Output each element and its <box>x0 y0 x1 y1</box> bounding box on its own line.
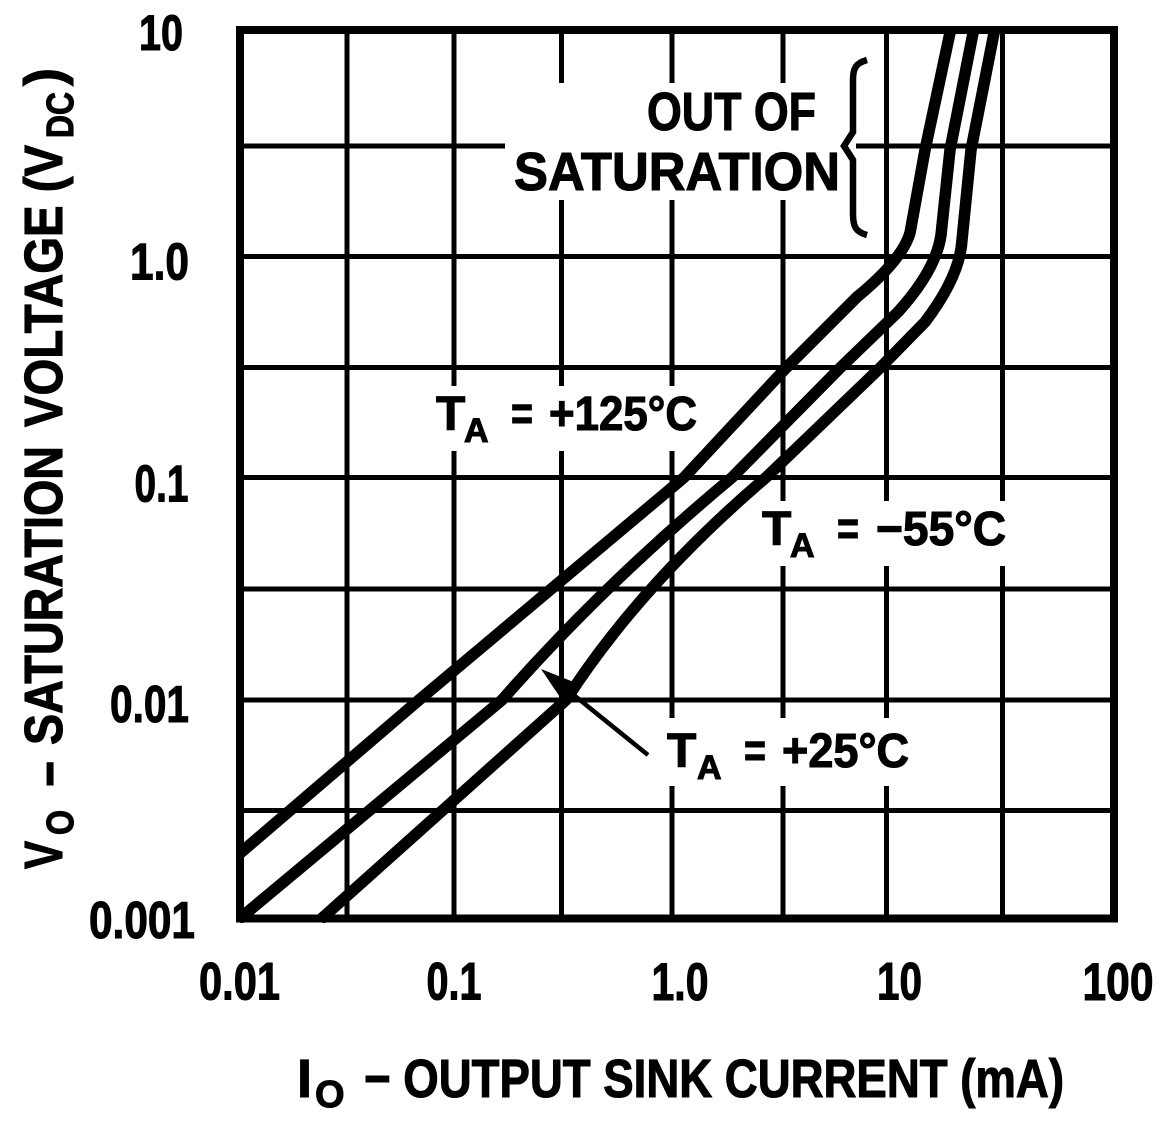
svg-text:): ) <box>14 68 74 86</box>
svg-text:T: T <box>762 503 791 556</box>
svg-text:=: = <box>744 725 766 778</box>
svg-text:0.1: 0.1 <box>135 456 189 514</box>
svg-text:O: O <box>315 1074 345 1116</box>
svg-text:− OUTPUT SINK CURRENT (mA): − OUTPUT SINK CURRENT (mA) <box>364 1049 1064 1109</box>
svg-text:1.0: 1.0 <box>652 953 709 1012</box>
svg-text:+125°C: +125°C <box>549 388 697 441</box>
svg-text:O: O <box>40 810 82 835</box>
svg-text:0.001: 0.001 <box>89 892 195 950</box>
svg-text:1.0: 1.0 <box>130 234 189 292</box>
svg-text:−55°C: −55°C <box>876 503 1006 556</box>
svg-text:=: = <box>511 388 533 441</box>
svg-text:0.01: 0.01 <box>110 676 189 734</box>
svg-text:=: = <box>837 503 859 556</box>
svg-text:0.1: 0.1 <box>427 953 482 1012</box>
svg-text:A: A <box>790 527 815 565</box>
svg-text:SATURATION: SATURATION <box>14 446 74 745</box>
svg-text:0.01: 0.01 <box>199 953 280 1012</box>
svg-text:+25°C: +25°C <box>782 725 909 778</box>
svg-text:100: 100 <box>1083 953 1154 1012</box>
svg-text:SATURATION: SATURATION <box>514 142 840 202</box>
svg-text:10: 10 <box>139 5 183 61</box>
svg-text:V: V <box>14 841 74 869</box>
svg-text:I: I <box>297 1049 312 1109</box>
svg-text:T: T <box>436 388 465 441</box>
svg-text:A: A <box>464 412 489 450</box>
svg-text:10: 10 <box>877 953 922 1012</box>
svg-text:−: − <box>20 761 80 787</box>
svg-text:DC: DC <box>40 92 82 138</box>
svg-text:VOLTAGE (V: VOLTAGE (V <box>14 145 74 427</box>
svg-text:OUT OF: OUT OF <box>647 82 816 142</box>
svg-text:T: T <box>667 725 696 778</box>
svg-text:A: A <box>697 749 722 787</box>
